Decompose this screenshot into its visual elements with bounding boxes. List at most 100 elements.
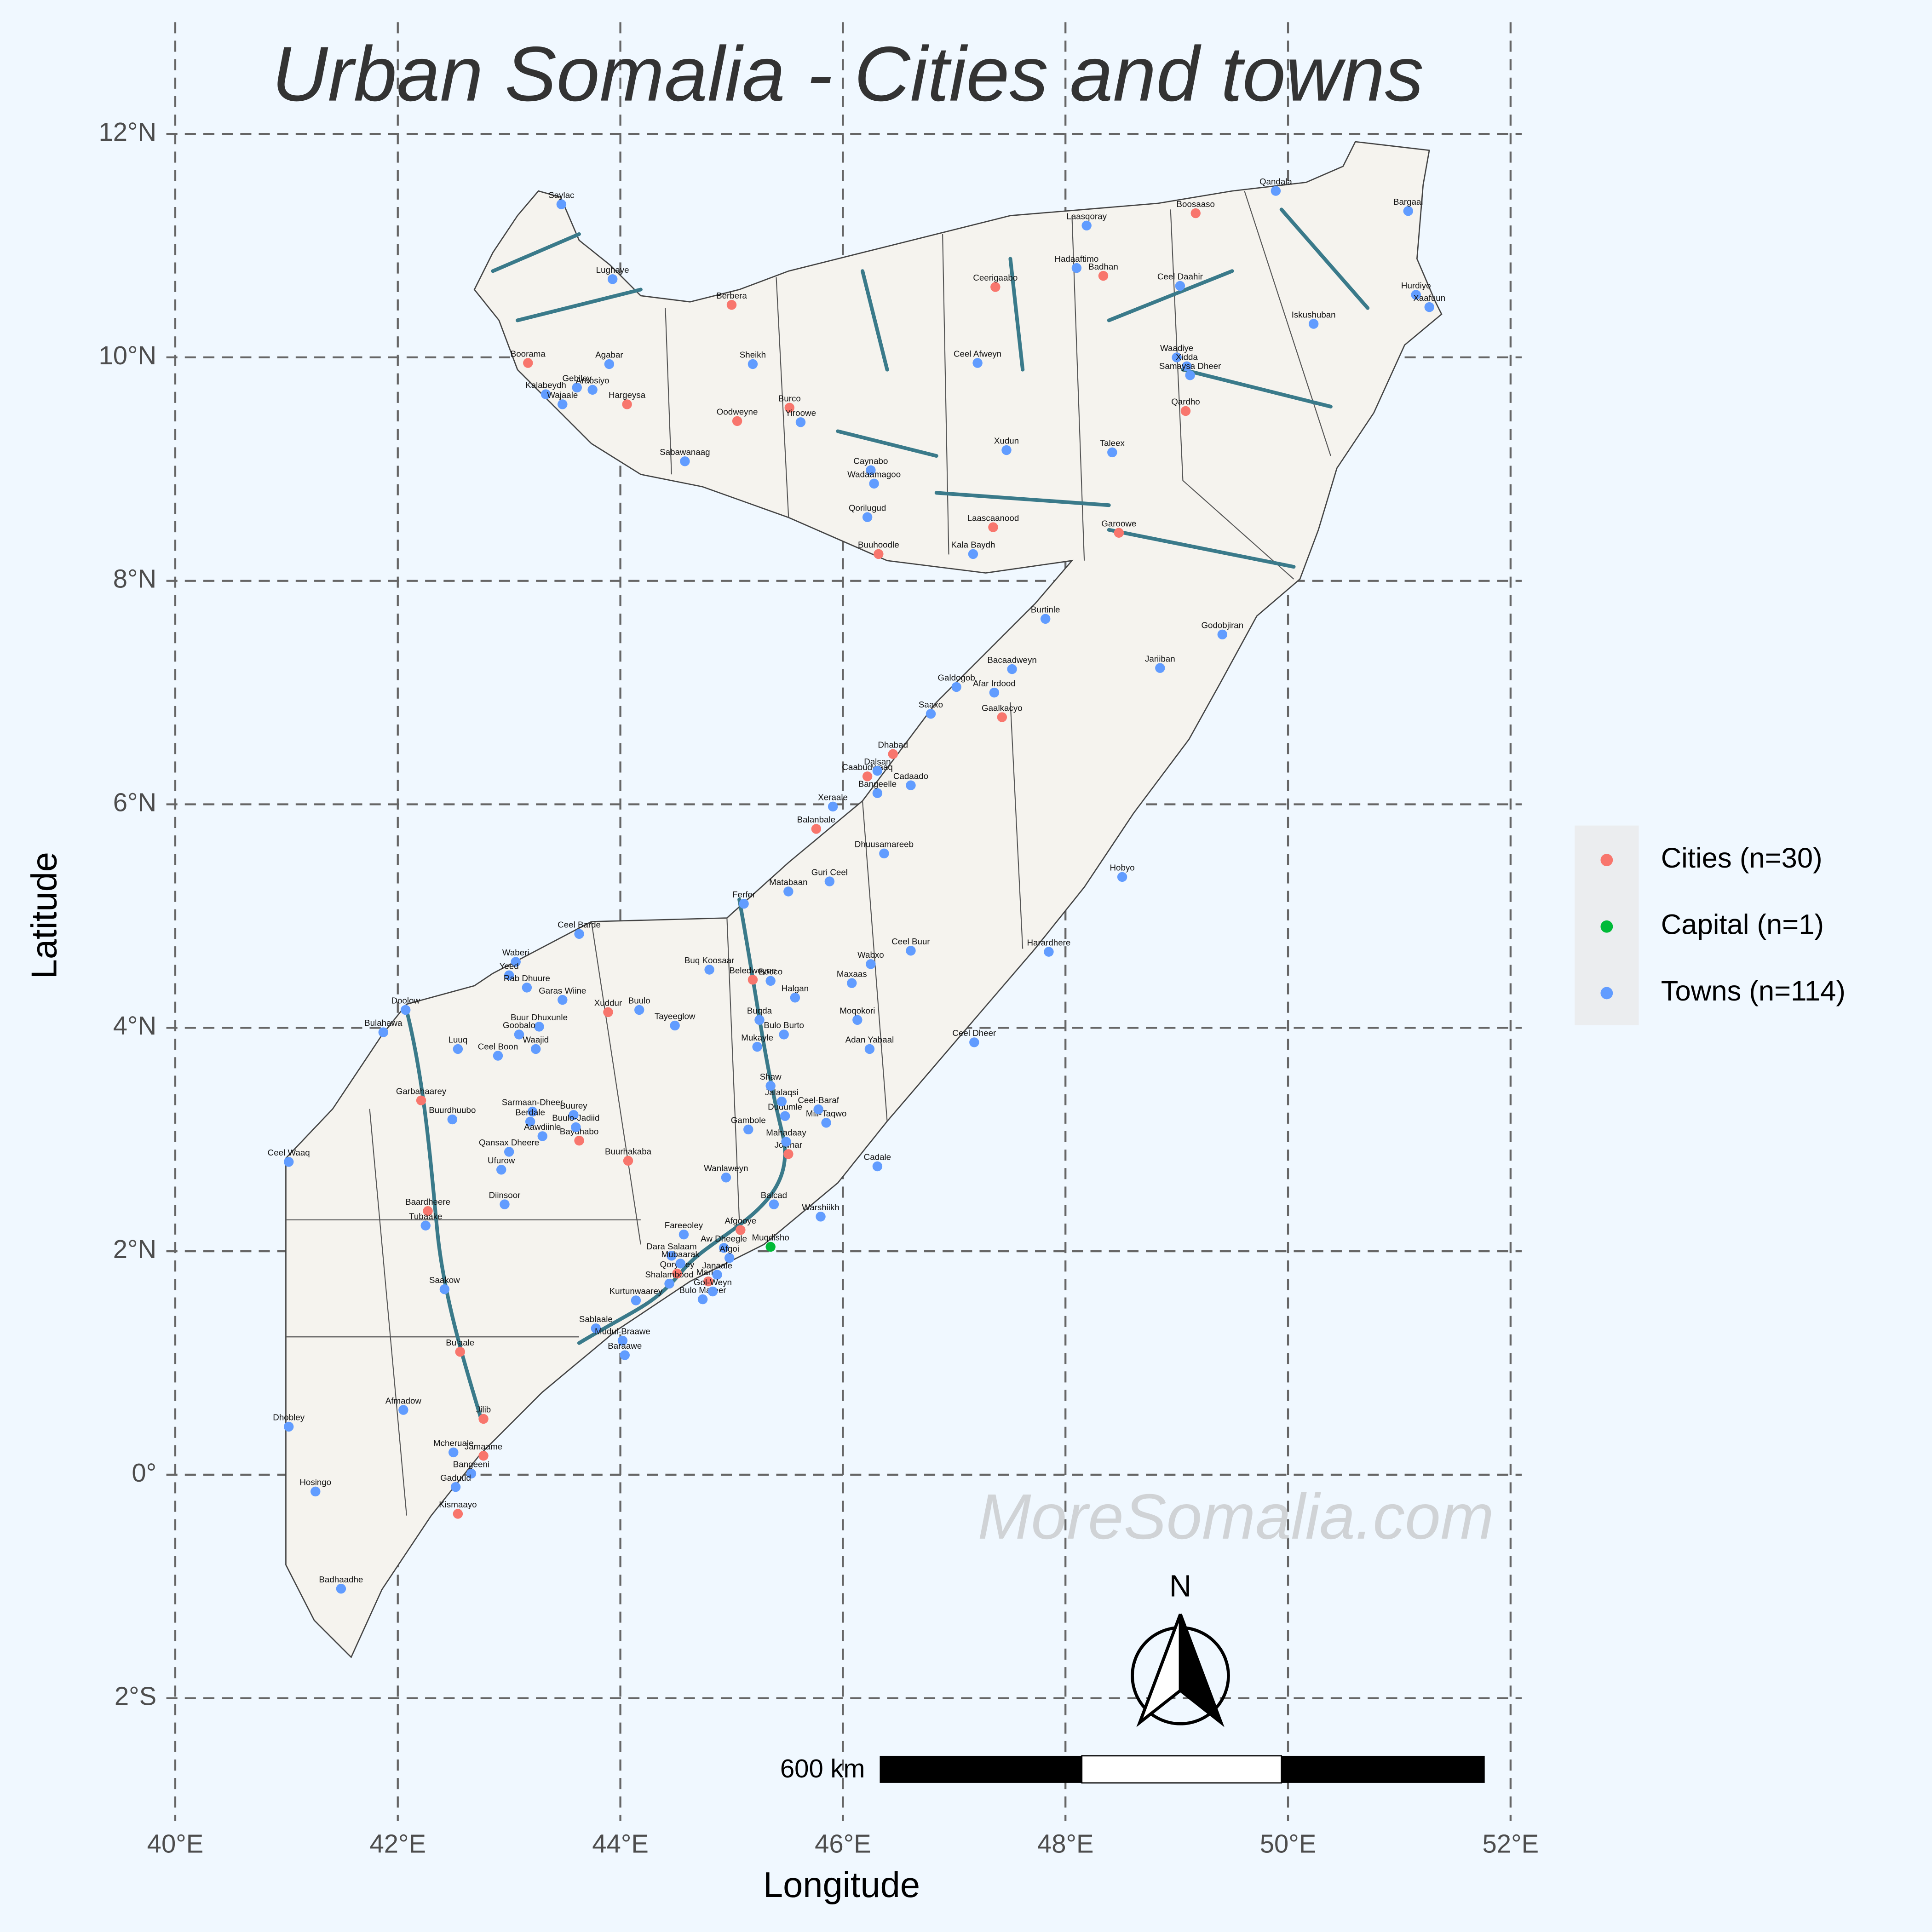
place-point [511,957,521,967]
place-label: Dhabad [878,740,908,749]
y-tick-label: 2°N [113,1235,156,1264]
place-point [816,1212,826,1222]
place-point [748,359,758,369]
place-point [1308,319,1319,329]
place-label: Ceel-Baraf [798,1095,839,1105]
place-point [866,959,876,969]
place-point [574,929,584,939]
place-label: Afgoi [719,1244,739,1254]
place-label: Qandala [1259,177,1292,186]
x-tick-label: 50°E [1260,1829,1317,1858]
place-point [283,1157,294,1167]
place-label: Baraawe [608,1341,642,1351]
place-label: Adan Yabaal [845,1035,894,1045]
legend-label: Towns (n=114) [1661,975,1846,1007]
place-point [603,1007,613,1018]
admin-borders [286,190,1331,1516]
x-axis-title: Longitude [763,1865,920,1905]
place-point [811,824,822,834]
place-label: Beledweyne [729,966,776,975]
place-point [623,1156,633,1166]
place-label: Sheikh [740,350,766,360]
place-label: Qansax Dheere [479,1138,539,1147]
place-label: Maxaas [837,969,867,978]
place-label: Galdogob [937,673,975,683]
place-label: Buur Dhuxunle [511,1012,568,1022]
place-point [862,512,873,522]
watermark: MoreSomalia.com [978,1481,1494,1552]
place-label: Agabar [595,350,623,360]
place-point [558,995,568,1005]
place-label: Dudumle [768,1102,802,1111]
place-point [670,1020,680,1031]
place-label: Dalsan [864,757,891,766]
place-point [821,1118,831,1128]
place-label: Waajid [523,1035,549,1045]
place-point [504,970,514,980]
place-label: Mcheruale [433,1438,474,1448]
place-point [604,359,615,369]
place-point [1217,629,1228,640]
place-point [514,1029,524,1040]
place-label: Kurtunwaarey [610,1286,663,1296]
place-point [675,1259,685,1269]
place-point [423,1206,433,1216]
place-label: Garbahaarey [396,1086,447,1096]
place-point [500,1199,510,1209]
place-point [1180,406,1191,416]
place-label: Halgan [782,983,809,993]
place-point [862,771,873,782]
place-label: Goobalo [503,1020,535,1030]
place-point [1117,872,1127,882]
place-label: Aawdiinle [524,1122,561,1132]
place-label: Balcad [761,1190,787,1200]
place-point [968,549,978,559]
place-label: Baardheere [405,1197,450,1207]
place-label: Mudul-Braawe [595,1327,650,1336]
place-label: Diinsoor [489,1190,521,1200]
x-tick-label: 52°E [1483,1829,1539,1858]
place-point [721,1173,731,1183]
place-label: Sarmaan-Dheer [502,1098,563,1107]
place-point [852,1015,862,1025]
place-label: Bu'aale [446,1338,474,1347]
place-point [522,983,532,993]
x-tick-label: 46°E [815,1829,871,1858]
place-label: Lughaye [596,265,629,275]
place-point [732,416,742,426]
chart-title: Urban Somalia - Cities and towns [272,30,1424,117]
place-point [571,1122,581,1133]
place-label: Buulo [628,996,650,1006]
place-point [1424,302,1434,312]
place-point [783,1149,794,1159]
place-point [527,1106,538,1117]
place-point [926,709,936,719]
place-point [569,1110,579,1120]
place-label: Samaysa Dheer [1159,361,1221,371]
x-tick-label: 42°E [369,1829,426,1858]
place-point [587,385,598,395]
place-point [724,1253,735,1263]
place-point [1172,352,1182,362]
place-point [780,1111,790,1121]
place-point [678,1229,689,1240]
place-label: Gol-Weyn [694,1277,732,1287]
north-label: N [1169,1569,1191,1603]
place-label: Tubaake [409,1211,442,1221]
place-point [765,976,776,986]
place-label: Gebiley [562,374,592,383]
place-point [1107,447,1117,458]
place-point [1271,186,1281,196]
place-label: Jilib [476,1405,491,1414]
place-point [439,1284,450,1294]
place-point [620,1350,630,1360]
place-point [1182,361,1192,372]
place-label: Doolow [391,996,420,1006]
land [285,141,1443,1658]
place-label: Wabxo [857,950,884,960]
place-point [1190,208,1201,218]
place-point [574,1135,584,1146]
place-label: Saakow [429,1275,460,1285]
